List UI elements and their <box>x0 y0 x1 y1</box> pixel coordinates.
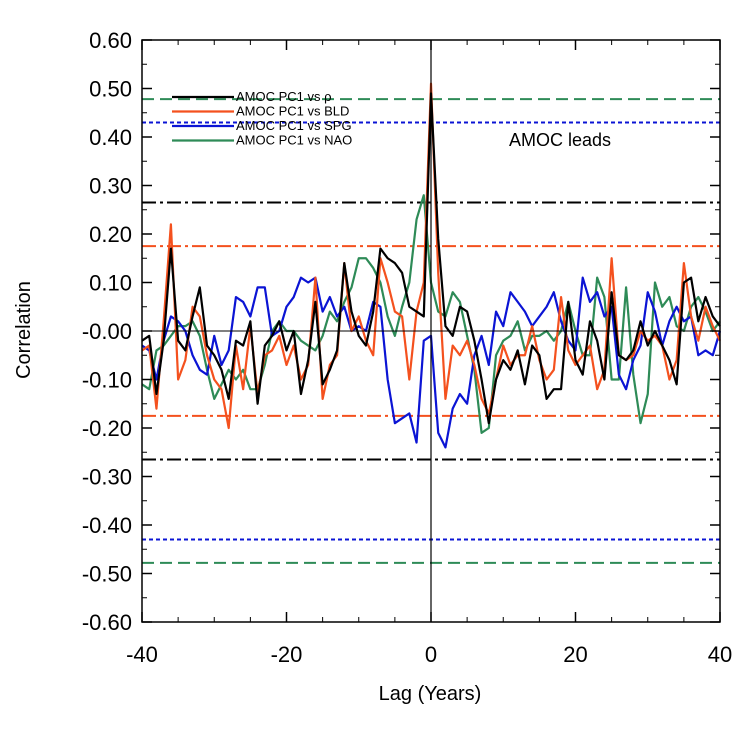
x-tick-label: 40 <box>708 642 732 667</box>
x-axis-title: Lag (Years) <box>379 683 482 705</box>
annotation-amoc-leads: AMOC leads <box>509 130 611 150</box>
x-tick-label: -40 <box>126 642 158 667</box>
x-tick-label: 0 <box>425 642 437 667</box>
y-tick-label: -0.20 <box>82 416 132 441</box>
y-tick-label: -0.50 <box>82 562 132 587</box>
y-tick-label: 0.60 <box>89 28 132 53</box>
plot-axes: 0.60 0.50 0.40 0.30 0.20 0.10 -0.00 -0.10 -0.20 -… <box>82 28 732 667</box>
y-tick-label: -0.60 <box>82 610 132 635</box>
y-tick-label: -0.40 <box>82 513 132 538</box>
y-tick-label: 0.50 <box>89 77 132 102</box>
y-tick-label: -0.00 <box>82 319 132 344</box>
y-axis-title: Correlation <box>13 281 35 379</box>
y-tick-label: -0.10 <box>82 368 132 393</box>
y-tick-label: 0.40 <box>89 125 132 150</box>
x-tick-label: -20 <box>271 642 303 667</box>
y-tick-label: 0.20 <box>89 222 132 247</box>
x-tick-label: 20 <box>563 642 587 667</box>
y-tick-label: -0.30 <box>82 465 132 490</box>
legend-label-amoc-pc1-vs-rho: AMOC PC1 vs ρ <box>236 89 332 104</box>
legend-label-amoc-pc1-vs-spg: AMOC PC1 vs SPG <box>236 118 352 133</box>
y-tick-label: 0.30 <box>89 174 132 199</box>
legend-label-amoc-pc1-vs-bld: AMOC PC1 vs BLD <box>236 104 349 119</box>
y-tick-label: 0.10 <box>89 271 132 296</box>
legend-label-amoc-pc1-vs-nao: AMOC PC1 vs NAO <box>236 133 352 148</box>
